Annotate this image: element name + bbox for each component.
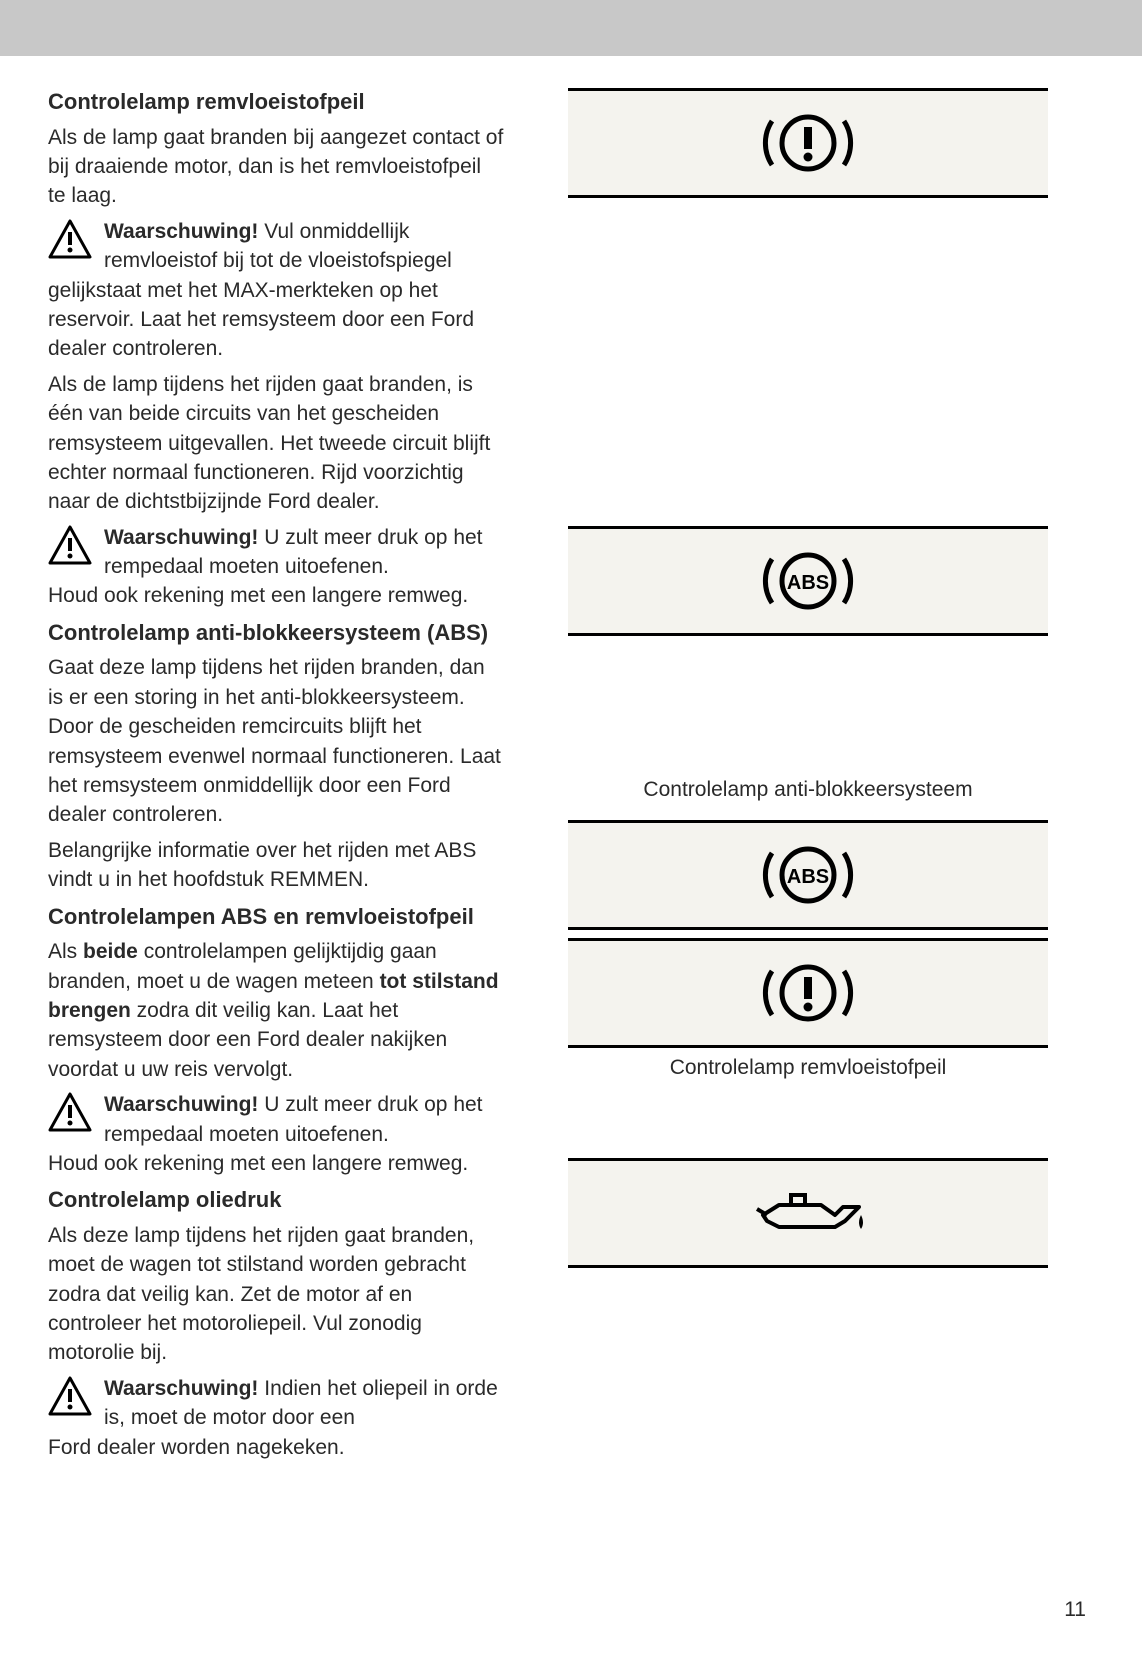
brake-warning-panel (568, 88, 1048, 198)
warning-triangle-icon (48, 1376, 96, 1421)
spacer (568, 644, 1048, 774)
page-number: 11 (1064, 1598, 1086, 1622)
para-oil-1: Als deze lamp tijdens het rijden gaat br… (48, 1221, 504, 1368)
oil-can-icon (743, 1183, 873, 1243)
heading-brake-fluid: Controlelamp remvloeistofpeil (48, 88, 504, 117)
brake-warning-icon (748, 953, 868, 1033)
warning-cont-1: gelijkstaat met het MAX-merkteken op het… (48, 276, 504, 364)
warning-cont-3: Houd ook rekening met een langere remweg… (48, 1149, 504, 1178)
heading-abs: Controlelamp anti-blokkeersysteem (ABS) (48, 619, 504, 648)
svg-text:ABS: ABS (787, 572, 829, 594)
warning-block-2: Waarschuwing! U zult meer druk op het re… (48, 523, 504, 582)
warning-cont-2: Houd ook rekening met een langere remweg… (48, 581, 504, 610)
svg-text:ABS: ABS (787, 866, 829, 888)
para-brake-1: Als de lamp gaat branden bij aangezet co… (48, 123, 504, 211)
warning-triangle-icon (48, 219, 96, 264)
warning-label: Waarschuwing! (104, 1093, 258, 1116)
text: Als (48, 940, 83, 963)
warning-text-4: Waarschuwing! Indien het oliepeil in ord… (104, 1374, 504, 1433)
page-content: Controlelamp remvloeistofpeil Als de lam… (0, 56, 1142, 1468)
warning-block-3: Waarschuwing! U zult meer druk op het re… (48, 1090, 504, 1149)
warning-block-4: Waarschuwing! Indien het oliepeil in ord… (48, 1374, 504, 1433)
caption-abs: Controlelamp anti-blokkeersysteem (568, 778, 1048, 802)
heading-oil: Controlelamp oliedruk (48, 1186, 504, 1215)
warning-label: Waarschuwing! (104, 220, 258, 243)
brake-warning-icon (748, 103, 868, 183)
abs-icon: ABS (748, 541, 868, 621)
warning-cont-4: Ford dealer worden nagekeken. (48, 1433, 504, 1462)
para-abs-brake-1: Als beide controlelampen gelijktijdig ga… (48, 937, 504, 1084)
abs-panel-2: ABS (568, 820, 1048, 930)
heading-abs-brake: Controlelampen ABS en remvloeistofpeil (48, 903, 504, 932)
warning-label: Waarschuwing! (104, 1377, 258, 1400)
left-column: Controlelamp remvloeistofpeil Als de lam… (48, 80, 528, 1468)
para-abs-2: Belangrijke informatie over het rijden m… (48, 836, 504, 895)
caption-brake: Controlelamp remvloeistofpeil (568, 1056, 1048, 1080)
para-abs-1: Gaat deze lamp tijdens het rijden brande… (48, 653, 504, 829)
warning-triangle-icon (48, 1092, 96, 1137)
para-brake-2: Als de lamp tijdens het rijden gaat bran… (48, 370, 504, 517)
warning-triangle-icon (48, 525, 96, 570)
warning-block-1: Waarschuwing! Vul onmiddellijk remvloeis… (48, 217, 504, 276)
text-bold: beide (83, 940, 138, 963)
warning-text-3: Waarschuwing! U zult meer druk op het re… (104, 1090, 504, 1149)
spacer (568, 1098, 1048, 1158)
abs-panel-1: ABS (568, 526, 1048, 636)
warning-text-2: Waarschuwing! U zult meer druk op het re… (104, 523, 504, 582)
header-bar (0, 0, 1142, 56)
abs-icon: ABS (748, 835, 868, 915)
brake-warning-panel-2 (568, 938, 1048, 1048)
spacer (568, 206, 1048, 526)
oil-panel (568, 1158, 1048, 1268)
right-column: ABS Controlelamp anti-blokkeersysteem AB… (528, 80, 1048, 1468)
warning-text-1: Waarschuwing! Vul onmiddellijk remvloeis… (104, 217, 504, 276)
warning-label: Waarschuwing! (104, 526, 258, 549)
